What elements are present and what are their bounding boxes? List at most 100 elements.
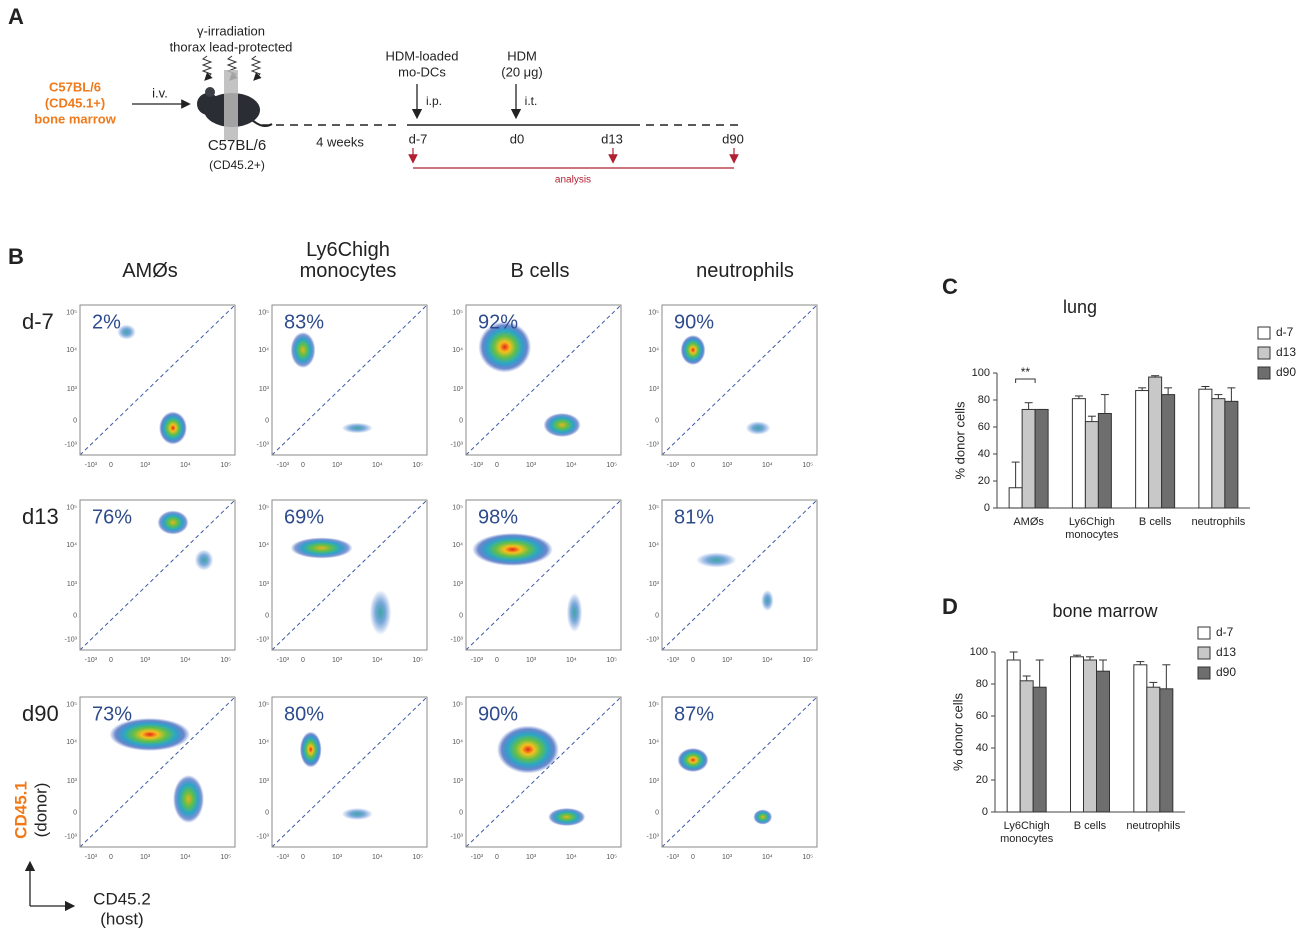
percentage: 90% [674, 311, 714, 333]
x-tick-label: 10⁵ [412, 657, 423, 664]
cell-population [173, 775, 204, 823]
gate-diagonal [466, 697, 621, 847]
cell-population [290, 537, 353, 559]
cell-population [341, 808, 373, 820]
flow-plot [662, 697, 817, 847]
cell-population [472, 533, 553, 566]
x-tick-label: 0 [109, 657, 113, 664]
cell-population [677, 748, 709, 772]
y-tick-label: 10⁴ [452, 347, 463, 354]
flow-plot [466, 305, 621, 455]
y-tick-label: 0 [73, 809, 77, 816]
x-tick-label: 10⁵ [606, 854, 617, 861]
x-tick-label: -10³ [667, 657, 680, 664]
x-tick-label: 10⁴ [180, 462, 191, 469]
panel-label: C [942, 274, 958, 299]
flow-plot [662, 500, 817, 650]
analysis-text: analysis [555, 175, 591, 186]
cell-population [497, 725, 559, 774]
x-tick-label: 10³ [526, 854, 537, 861]
bar [1161, 394, 1176, 509]
row-label: d-7 [22, 309, 54, 334]
cell-population [566, 593, 583, 632]
x-tick-label: -10³ [85, 462, 98, 469]
x-tick-label: neutrophils [1126, 820, 1181, 832]
y-tick-label: 10³ [453, 581, 464, 588]
y-tick-label: 10⁵ [66, 309, 77, 316]
percentage: 69% [284, 506, 324, 528]
percentage: 2% [92, 311, 121, 333]
y-tick-label: 10⁴ [66, 542, 77, 549]
y-tick-label: 10³ [649, 778, 660, 785]
legend-label: d90 [1276, 365, 1296, 379]
x-tick-label: Ly6Chigh monocytes [1065, 516, 1119, 541]
y-tick-label: 10⁵ [66, 504, 77, 511]
x-tick-label: 10⁴ [762, 657, 773, 664]
gate-diagonal [466, 500, 621, 650]
panel-label: D [942, 594, 958, 619]
column-header-box: Ly6Chigh monocytes [300, 240, 397, 282]
y-tick-label: 10⁵ [648, 309, 659, 316]
percentage: 81% [674, 506, 714, 528]
plot-frame [465, 499, 622, 651]
percentage: 98% [478, 506, 518, 528]
bar [1159, 688, 1174, 813]
row-label: d90 [22, 701, 59, 726]
bar [1071, 398, 1086, 509]
y-tick-label: 10³ [259, 778, 270, 785]
x-tick-label: 10³ [332, 462, 343, 469]
x-tick-label: 10³ [332, 657, 343, 664]
y-tick-label: 0 [459, 417, 463, 424]
x-axis-label: (host) [100, 909, 143, 928]
bar [1032, 686, 1047, 813]
x-tick-label: 10⁵ [412, 462, 423, 469]
y-tick-label: -10³ [65, 833, 78, 840]
flow-plot [80, 697, 235, 847]
x-tick-label: 10⁴ [372, 462, 383, 469]
legend-swatch [1257, 326, 1271, 340]
y-tick-label: 10⁵ [66, 701, 77, 708]
bar [1198, 388, 1213, 509]
x-tick-label: 10⁴ [566, 657, 577, 664]
cell-population [548, 808, 586, 826]
y-tick-label: 80 [978, 394, 990, 406]
x-tick-label: 10⁵ [412, 854, 423, 861]
plot-frame [271, 304, 428, 456]
x-tick-label: 10³ [140, 462, 151, 469]
cell-population [761, 590, 774, 611]
y-tick-label: 10³ [67, 386, 78, 393]
x-tick-label-box: B cells [1074, 820, 1106, 832]
column-header: neutrophils [696, 260, 794, 282]
column-header-box: AMØs [122, 260, 178, 282]
x-tick-label: 10⁵ [220, 657, 231, 664]
cell-population [745, 421, 771, 435]
flow-plot [272, 500, 427, 650]
x-tick-label: Ly6Chigh monocytes [1000, 820, 1054, 845]
legend-swatch [1197, 666, 1211, 680]
legend-label: d13 [1276, 345, 1296, 359]
panel-label: A [8, 4, 24, 29]
x-tick-label: 10³ [526, 462, 537, 469]
axis-arrows [24, 860, 76, 912]
y-tick-label: 10⁴ [648, 542, 659, 549]
y-tick-label: 10⁴ [648, 739, 659, 746]
y-tick-label: 10⁵ [258, 701, 269, 708]
column-header: AMØs [122, 260, 178, 282]
y-tick-label: 0 [73, 612, 77, 619]
x-tick-label: 0 [495, 462, 499, 469]
y-tick-label: 40 [978, 448, 990, 460]
flow-plot [466, 500, 621, 650]
x-tick-label: -10³ [277, 854, 290, 861]
flow-plot [272, 305, 427, 455]
injection-text: HDM [507, 48, 537, 63]
injection-text: HDM-loaded [386, 48, 459, 63]
y-tick-label: 0 [655, 809, 659, 816]
flow-plot [272, 697, 427, 847]
y-tick-label: 0 [73, 417, 77, 424]
cell-population [157, 510, 189, 535]
donor-text: bone marrow [34, 111, 117, 126]
legend-label: d13 [1216, 645, 1236, 659]
bar [1146, 686, 1161, 813]
y-tick-label: -10³ [451, 833, 464, 840]
